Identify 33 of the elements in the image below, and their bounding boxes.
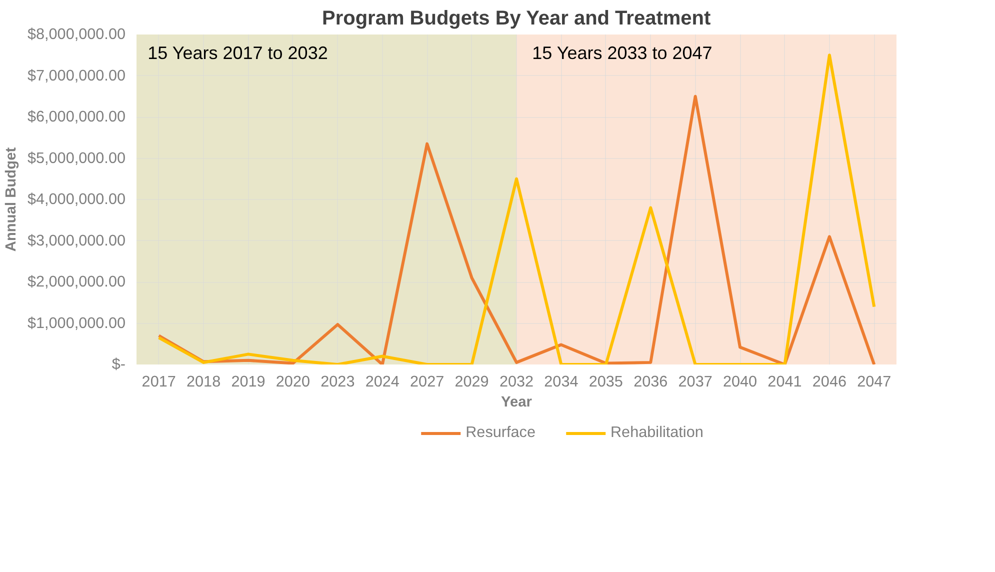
- x-tick-label: 2019: [231, 374, 266, 390]
- x-axis-title: Year: [501, 394, 532, 410]
- x-tick-label: 2029: [454, 374, 489, 390]
- band-label: 15 Years 2017 to 2032: [148, 42, 328, 63]
- x-tick-label: 2041: [768, 374, 802, 390]
- y-tick-label: $1,000,000.00: [27, 314, 126, 332]
- x-tick-label: 2024: [365, 374, 400, 390]
- legend-label: Resurface: [466, 424, 536, 442]
- x-tick-label: 2035: [588, 374, 623, 390]
- y-tick-label: $3,000,000.00: [27, 232, 126, 250]
- y-axis-title: Annual Budget: [3, 147, 20, 252]
- x-tick-label: 2047: [857, 374, 892, 390]
- legend-label: Rehabilitation: [610, 424, 704, 442]
- x-tick-label: 2027: [410, 374, 444, 390]
- y-tick-label: $4,000,000.00: [27, 191, 126, 208]
- x-tick-label: 2036: [634, 374, 668, 390]
- x-tick-label: 2018: [186, 374, 221, 390]
- y-tick-label: $5,000,000.00: [27, 150, 126, 167]
- y-tick-label: $8,000,000.00: [27, 26, 126, 43]
- x-tick-label: 2037: [678, 374, 712, 390]
- x-tick-label: 2034: [544, 374, 579, 390]
- band-label: 15 Years 2033 to 2047: [532, 42, 712, 63]
- y-tick-label: $-: [112, 356, 126, 373]
- x-tick-label: 2023: [320, 374, 355, 390]
- x-tick-label: 2040: [722, 374, 758, 390]
- x-tick-label: 2032: [499, 374, 534, 390]
- y-tick-label: $6,000,000.00: [27, 108, 126, 126]
- y-tick-label: $7,000,000.00: [27, 67, 126, 84]
- chart-title: Program Budgets By Year and Treatment: [322, 8, 711, 30]
- x-tick-label: 2017: [142, 374, 176, 390]
- y-tick-label: $2,000,000.00: [27, 274, 126, 290]
- x-tick-label: 2020: [276, 374, 310, 390]
- x-tick-label: 2046: [812, 374, 846, 390]
